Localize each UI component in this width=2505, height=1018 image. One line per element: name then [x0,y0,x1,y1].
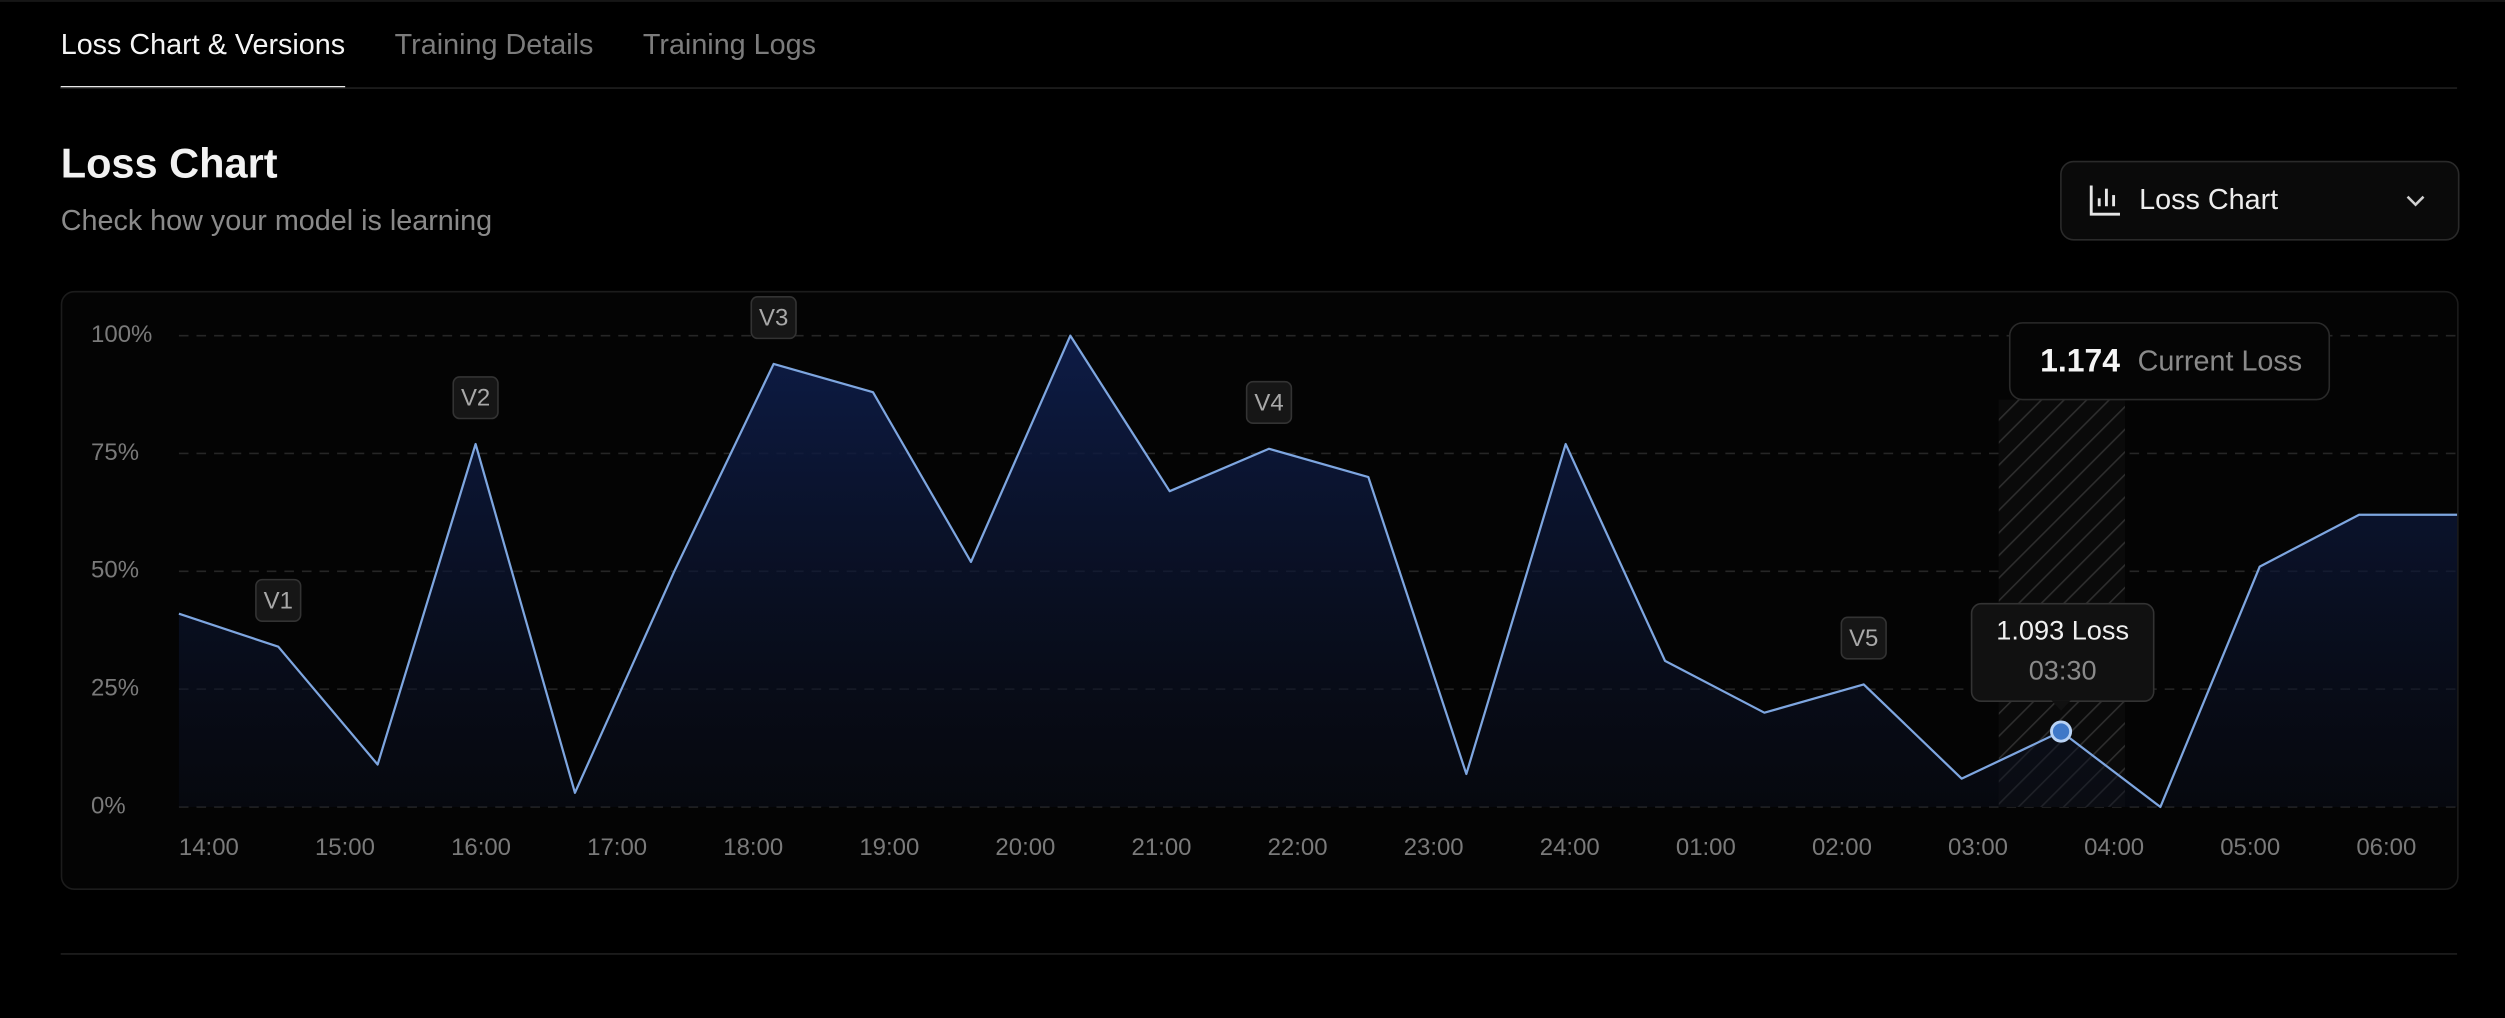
loss-area [178,335,2458,807]
x-tick-label: 02:00 [1812,834,1872,861]
y-tick-label: 0% [91,792,126,819]
y-tick-label: 50% [91,557,139,584]
x-tick-label: 03:00 [1948,834,2008,861]
version-badge[interactable] [452,376,499,420]
plot: 0% 25% 50% 75% 100% 14:00 15:00 16:00 17:00 18:00… [91,296,2458,861]
version-badge[interactable] [1245,380,1293,425]
dropdown[interactable]: Loss Chart [2060,160,2460,241]
dropdown-box[interactable] [2060,160,2460,241]
current-loss-label: Current Loss [2138,345,2303,377]
x-tick-label: 16:00 [451,834,511,861]
version-label[interactable]: V4 [1254,389,1283,416]
version-label[interactable]: V5 [1849,625,1878,652]
loss-line [178,334,2458,809]
x-tick-label: 21:00 [1132,834,1192,861]
chart-icon [2089,185,2120,216]
tab[interactable]: Loss Chart & Versions [61,29,345,61]
current-loss-value: 1.174 [2040,342,2120,378]
dropdown-label[interactable]: Loss Chart [2139,184,2278,216]
current-loss-box [2008,322,2331,401]
version-label[interactable]: V3 [759,305,788,332]
y-tick-label: 25% [91,674,139,701]
x-tick-label: 23:00 [1404,834,1464,861]
tooltip-value: 1.093 Loss [1996,615,2129,646]
y-tick-label: 100% [91,321,152,348]
tooltip-time: 03:30 [2029,655,2097,686]
x-tick-label: 04:00 [2084,834,2144,861]
chevron [2406,195,2425,207]
x-tick-label: 19:00 [859,834,919,861]
tab-bar: Loss Chart & Versions Training Details Tra… [60,29,816,89]
y-tick-label: 75% [91,439,139,466]
section-title: Loss Chart [61,139,278,186]
active-point[interactable] [2050,720,2073,743]
x-tick-label: 20:00 [995,834,1055,861]
x-tick-label: 22:00 [1268,834,1328,861]
version-badge[interactable] [255,578,302,622]
tab[interactable]: Training Logs [643,29,816,61]
x-tick-label: 17:00 [587,834,647,861]
version-label[interactable]: V1 [264,587,293,614]
version-badge[interactable] [1840,616,1887,660]
x-tick-label: 06:00 [2356,834,2416,861]
tab[interactable]: Training Details [395,29,594,61]
x-tick-label: 05:00 [2220,834,2280,861]
x-tick-label: 18:00 [723,834,783,861]
x-tick-label: 24:00 [1540,834,1600,861]
x-tick-label: 01:00 [1676,834,1736,861]
version-badge[interactable] [750,296,797,340]
x-tick-label: 14:00 [179,834,239,861]
tooltip-pointer [2051,700,2071,711]
x-tick-label: 15:00 [315,834,375,861]
version-label[interactable]: V2 [461,385,490,412]
section-subtitle: Check how your model is learning [61,205,492,237]
